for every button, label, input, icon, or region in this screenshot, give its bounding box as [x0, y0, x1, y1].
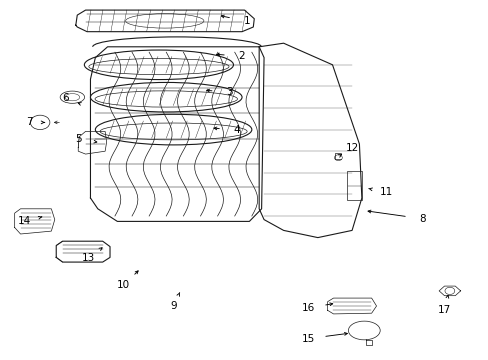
Text: 15: 15 — [301, 334, 314, 344]
Text: 13: 13 — [82, 253, 95, 262]
Text: 17: 17 — [437, 305, 450, 315]
Text: 12: 12 — [346, 143, 359, 153]
Text: 3: 3 — [226, 87, 233, 98]
Text: 11: 11 — [379, 187, 392, 197]
Text: 1: 1 — [243, 16, 249, 26]
Text: 6: 6 — [62, 93, 69, 103]
Text: 8: 8 — [419, 214, 426, 224]
Text: 4: 4 — [233, 125, 240, 135]
Text: 7: 7 — [26, 117, 33, 127]
Text: 16: 16 — [301, 303, 314, 313]
Text: 5: 5 — [75, 134, 81, 144]
Text: 2: 2 — [238, 51, 245, 62]
Text: 9: 9 — [170, 301, 177, 311]
Text: 14: 14 — [18, 216, 31, 226]
Text: 10: 10 — [117, 280, 130, 290]
